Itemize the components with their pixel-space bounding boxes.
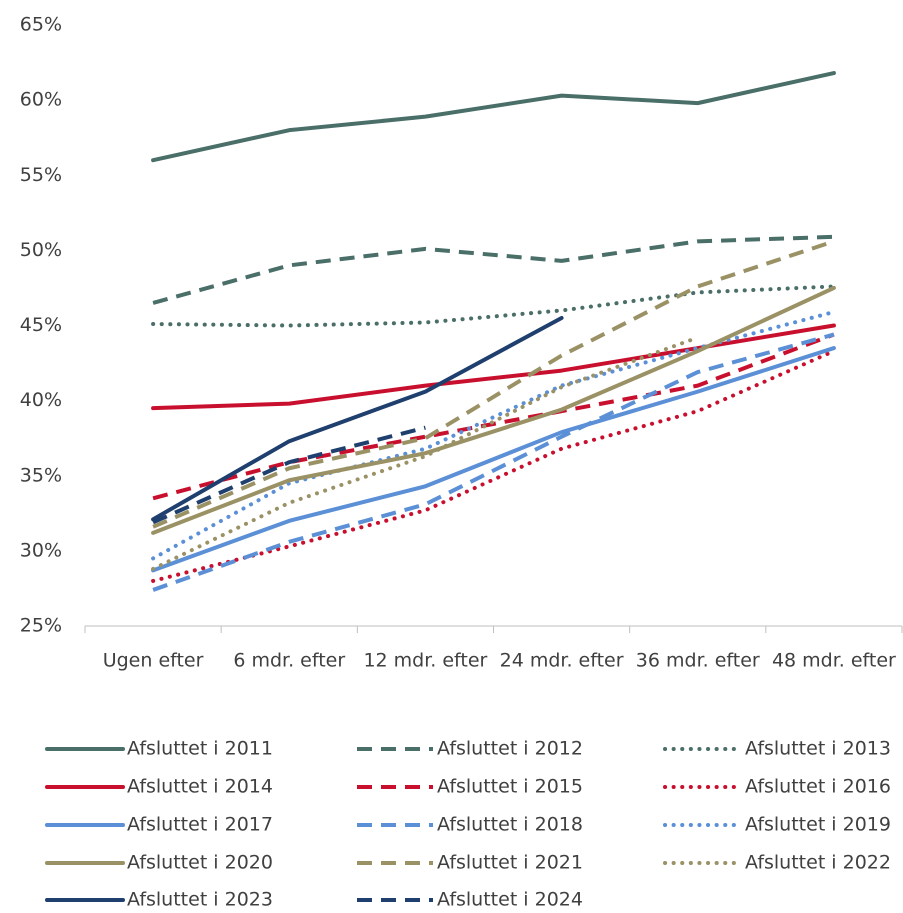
legend-label: Afsluttet i 2016 xyxy=(745,776,891,798)
legend-label: Afsluttet i 2017 xyxy=(127,814,273,836)
y-tick-label: 45% xyxy=(20,314,62,336)
x-tick-label: 12 mdr. efter xyxy=(363,650,487,672)
legend-label: Afsluttet i 2011 xyxy=(127,738,273,760)
legend-label: Afsluttet i 2013 xyxy=(745,738,891,760)
x-tick-label: 36 mdr. efter xyxy=(636,650,760,672)
y-tick-label: 55% xyxy=(20,164,62,186)
legend-label: Afsluttet i 2015 xyxy=(437,776,583,798)
legend-label: Afsluttet i 2023 xyxy=(127,889,273,911)
series-line xyxy=(151,309,836,561)
legend-label: Afsluttet i 2019 xyxy=(745,814,891,836)
series-line xyxy=(151,323,836,411)
legend-label: Afsluttet i 2021 xyxy=(437,852,583,874)
y-tick-label: 65% xyxy=(20,14,62,36)
series-line xyxy=(151,315,564,522)
series-line xyxy=(151,349,836,583)
series-line xyxy=(152,425,426,525)
legend-label: Afsluttet i 2014 xyxy=(127,776,273,798)
x-tick-label: 24 mdr. efter xyxy=(500,650,624,672)
legend-label: Afsluttet i 2024 xyxy=(437,889,583,911)
y-tick-label: 25% xyxy=(20,615,62,637)
series-line xyxy=(152,332,835,592)
legend-label: Afsluttet i 2012 xyxy=(437,738,583,760)
legend-label: Afsluttet i 2020 xyxy=(127,852,273,874)
series-line xyxy=(152,239,835,529)
y-tick-label: 60% xyxy=(20,89,62,111)
y-tick-label: 35% xyxy=(20,464,62,486)
series-line xyxy=(151,71,836,163)
series-line xyxy=(151,285,836,535)
series-line xyxy=(152,234,834,305)
y-tick-label: 30% xyxy=(20,539,62,561)
series-line xyxy=(151,346,836,573)
series-line xyxy=(152,332,835,501)
x-tick-label: 48 mdr. efter xyxy=(772,650,896,672)
series-line xyxy=(151,284,836,328)
legend-label: Afsluttet i 2018 xyxy=(437,814,583,836)
y-tick-label: 40% xyxy=(20,389,62,411)
y-tick-label: 50% xyxy=(20,239,62,261)
legend-label: Afsluttet i 2022 xyxy=(745,852,891,874)
x-tick-label: 6 mdr. efter xyxy=(233,650,345,672)
x-tick-label: Ugen efter xyxy=(103,650,204,672)
